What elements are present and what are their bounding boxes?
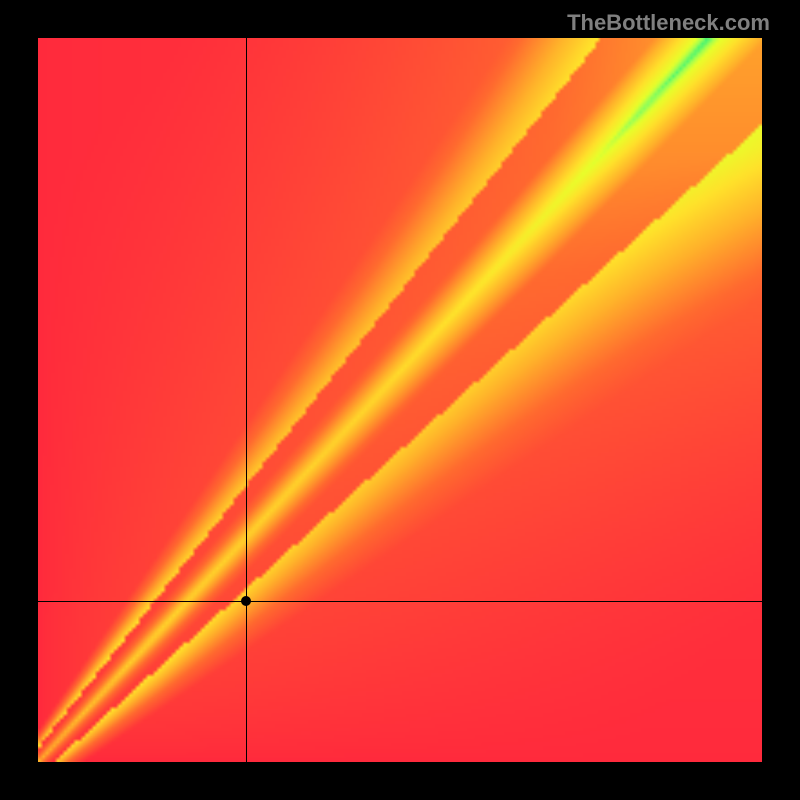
crosshair-vertical [246, 38, 247, 762]
heatmap-plot [38, 38, 762, 762]
crosshair-horizontal [38, 601, 762, 602]
heatmap-canvas [38, 38, 762, 762]
watermark-text: TheBottleneck.com [567, 10, 770, 36]
data-point-marker [241, 596, 251, 606]
